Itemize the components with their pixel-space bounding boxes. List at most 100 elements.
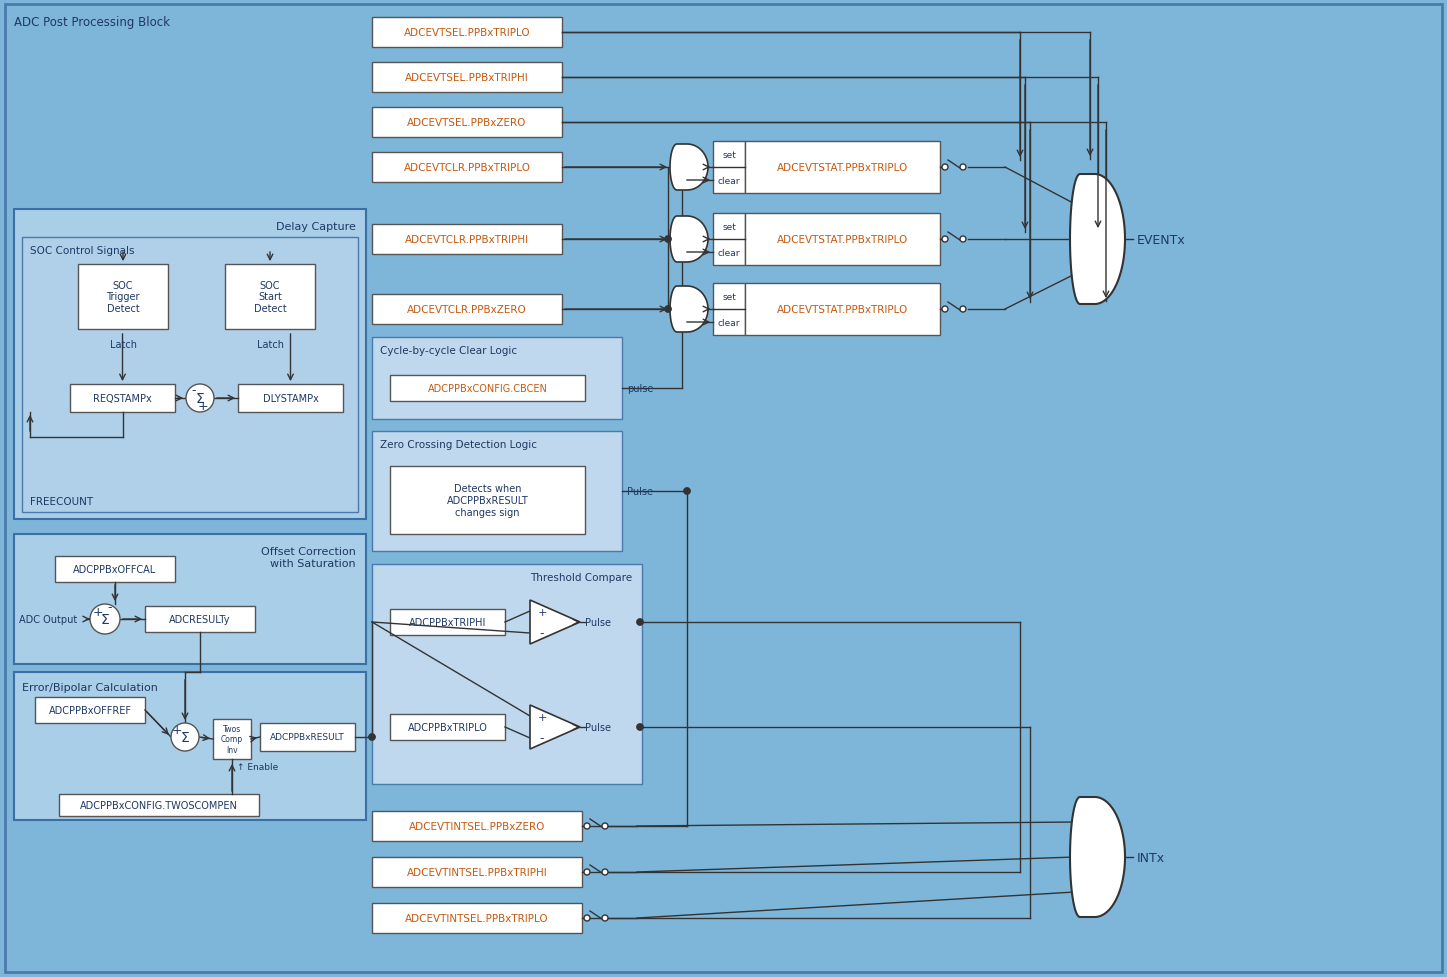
Text: Σ: Σ <box>195 392 204 405</box>
Text: set: set <box>722 150 737 159</box>
Bar <box>391 610 505 635</box>
Circle shape <box>637 724 644 731</box>
Text: Zero Crossing Detection Logic: Zero Crossing Detection Logic <box>381 440 537 449</box>
Text: pulse: pulse <box>627 384 654 394</box>
Text: ADCPPBxOFFCAL: ADCPPBxOFFCAL <box>74 565 156 574</box>
Bar <box>391 375 585 402</box>
Bar <box>14 210 366 520</box>
Text: clear: clear <box>718 248 741 257</box>
Text: SOC Control Signals: SOC Control Signals <box>30 246 135 256</box>
Circle shape <box>942 307 948 313</box>
Text: clear: clear <box>718 176 741 186</box>
Circle shape <box>585 824 590 829</box>
Polygon shape <box>1069 797 1124 917</box>
Text: Latch: Latch <box>110 340 136 350</box>
Text: Σ: Σ <box>101 613 110 626</box>
Text: ↑ Enable: ↑ Enable <box>237 763 278 772</box>
Text: ADCEVTCLR.PPBxZERO: ADCEVTCLR.PPBxZERO <box>407 305 527 315</box>
Bar <box>372 811 582 841</box>
Text: Twos
Comp
Inv: Twos Comp Inv <box>221 724 243 754</box>
Bar <box>69 385 175 412</box>
Text: +: + <box>93 606 103 618</box>
Circle shape <box>187 385 214 412</box>
Circle shape <box>942 165 948 171</box>
Bar <box>78 265 168 329</box>
Text: Σ: Σ <box>181 730 190 744</box>
Polygon shape <box>670 145 708 191</box>
Bar <box>59 794 259 816</box>
Text: ADC Post Processing Block: ADC Post Processing Block <box>14 16 169 29</box>
Bar <box>745 283 941 336</box>
Text: +: + <box>198 401 208 413</box>
Polygon shape <box>1069 175 1124 305</box>
Text: ADCEVTCLR.PPBxTRIPLO: ADCEVTCLR.PPBxTRIPLO <box>404 163 531 173</box>
Text: ADCEVTSEL.PPBxZERO: ADCEVTSEL.PPBxZERO <box>407 118 527 128</box>
Text: ADCEVTSEL.PPBxTRIPHI: ADCEVTSEL.PPBxTRIPHI <box>405 73 528 83</box>
Circle shape <box>602 915 608 921</box>
Circle shape <box>171 723 200 751</box>
Text: Error/Bipolar Calculation: Error/Bipolar Calculation <box>22 682 158 693</box>
Circle shape <box>959 236 967 242</box>
Text: Threshold Compare: Threshold Compare <box>530 573 632 582</box>
Bar <box>372 295 561 324</box>
Bar <box>372 338 622 419</box>
Circle shape <box>602 870 608 875</box>
Bar <box>713 283 745 336</box>
Circle shape <box>637 618 644 626</box>
Text: Cycle-by-cycle Clear Logic: Cycle-by-cycle Clear Logic <box>381 346 517 356</box>
Text: -: - <box>540 627 544 640</box>
Bar <box>372 903 582 933</box>
Circle shape <box>664 306 671 314</box>
Bar <box>55 557 175 582</box>
Polygon shape <box>530 705 580 749</box>
Text: SOC
Trigger
Detect: SOC Trigger Detect <box>106 280 140 314</box>
Text: ADCEVTSTAT.PPBxTRIPLO: ADCEVTSTAT.PPBxTRIPLO <box>777 163 909 173</box>
Bar <box>372 432 622 551</box>
Circle shape <box>664 236 671 243</box>
Polygon shape <box>670 286 708 332</box>
Text: SOC
Start
Detect: SOC Start Detect <box>253 280 287 314</box>
Text: Latch: Latch <box>256 340 284 350</box>
Text: +: + <box>537 608 547 617</box>
Bar <box>372 225 561 255</box>
Bar <box>35 698 145 723</box>
Text: Pulse: Pulse <box>627 487 653 496</box>
Circle shape <box>90 605 120 634</box>
Text: Offset Correction
with Saturation: Offset Correction with Saturation <box>260 546 356 568</box>
Bar <box>14 672 366 820</box>
Circle shape <box>369 734 376 741</box>
Text: ADCPPBxCONFIG.CBCEN: ADCPPBxCONFIG.CBCEN <box>427 384 547 394</box>
Text: Delay Capture: Delay Capture <box>276 222 356 232</box>
Text: ADCEVTINTSEL.PPBxZERO: ADCEVTINTSEL.PPBxZERO <box>410 821 546 831</box>
Text: ADCEVTSEL.PPBxTRIPLO: ADCEVTSEL.PPBxTRIPLO <box>404 28 530 38</box>
Bar <box>372 107 561 138</box>
Text: ADCEVTINTSEL.PPBxTRIPHI: ADCEVTINTSEL.PPBxTRIPHI <box>407 868 547 877</box>
Bar <box>745 142 941 193</box>
Text: ADCPPBxTRIPHI: ADCPPBxTRIPHI <box>410 617 486 627</box>
Bar <box>372 63 561 93</box>
Text: ADC Output: ADC Output <box>19 615 77 624</box>
Circle shape <box>683 488 690 495</box>
Text: set: set <box>722 292 737 301</box>
Bar <box>22 237 357 513</box>
Bar <box>372 18 561 48</box>
Text: -: - <box>192 384 197 397</box>
Text: DLYSTAMPx: DLYSTAMPx <box>262 394 318 404</box>
Bar <box>372 565 642 785</box>
Bar <box>372 857 582 887</box>
Polygon shape <box>530 601 580 645</box>
Text: ADCEVTSTAT.PPBxTRIPLO: ADCEVTSTAT.PPBxTRIPLO <box>777 234 909 245</box>
Text: ADCRESULTy: ADCRESULTy <box>169 615 230 624</box>
Bar <box>391 467 585 534</box>
Text: REQSTAMPx: REQSTAMPx <box>93 394 152 404</box>
Text: Pulse: Pulse <box>585 722 611 732</box>
Text: ADCEVTSTAT.PPBxTRIPLO: ADCEVTSTAT.PPBxTRIPLO <box>777 305 909 315</box>
Text: set: set <box>722 223 737 232</box>
Text: clear: clear <box>718 319 741 327</box>
Circle shape <box>942 236 948 242</box>
Bar <box>372 152 561 183</box>
Polygon shape <box>670 217 708 263</box>
Bar <box>224 265 315 329</box>
Text: +: + <box>537 712 547 722</box>
Text: ADCEVTINTSEL.PPBxTRIPLO: ADCEVTINTSEL.PPBxTRIPLO <box>405 913 548 923</box>
